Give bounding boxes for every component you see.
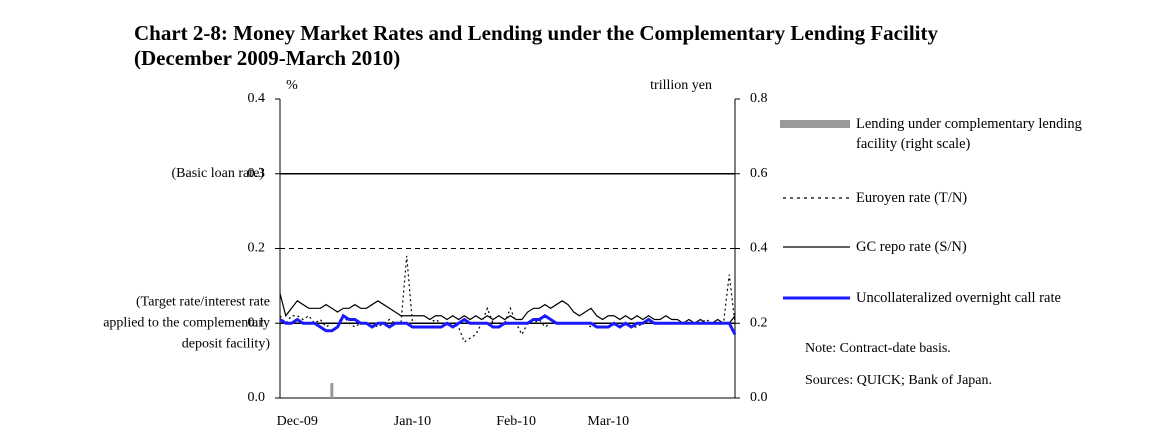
y-tick-label: 0.0 bbox=[248, 390, 266, 405]
y-tick-label: 0.4 bbox=[248, 91, 266, 106]
legend-label: GC repo rate (S/N) bbox=[856, 239, 967, 255]
legend-label: Uncollateralized overnight call rate bbox=[856, 290, 1061, 306]
y2-unit: trillion yen bbox=[650, 78, 712, 93]
legend-label: Lending under complementary lending faci… bbox=[856, 116, 1082, 152]
y2-tick-label: 0.8 bbox=[750, 91, 768, 106]
reference-label: deposit facility) bbox=[182, 336, 271, 351]
y2-tick-label: 0.0 bbox=[750, 390, 768, 405]
y2-tick-label: 0.2 bbox=[750, 315, 768, 330]
x-tick-label: Jan-10 bbox=[394, 414, 431, 429]
x-tick-label: Feb-10 bbox=[496, 414, 536, 429]
y-tick-label: 0.3 bbox=[248, 166, 266, 181]
y-tick-label: 0.1 bbox=[248, 315, 266, 330]
note: Note: Contract-date basis. bbox=[805, 341, 951, 356]
y-tick-label: 0.2 bbox=[248, 241, 266, 256]
bar bbox=[330, 383, 334, 398]
legend-swatch bbox=[780, 120, 850, 128]
reference-label: (Basic loan rate) bbox=[171, 166, 264, 181]
chart-title: Chart 2-8: Money Market Rates and Lendin… bbox=[134, 21, 938, 45]
y2-tick-label: 0.4 bbox=[750, 241, 768, 256]
series-line bbox=[279, 293, 736, 324]
legend-label: Euroyen rate (T/N) bbox=[856, 190, 968, 206]
reference-label: (Target rate/interest rate bbox=[136, 294, 270, 309]
x-tick-label: Mar-10 bbox=[587, 414, 629, 429]
reference-label: applied to the complementary bbox=[103, 315, 270, 330]
note: Sources: QUICK; Bank of Japan. bbox=[805, 373, 992, 388]
series-line bbox=[279, 313, 737, 336]
y2-tick-label: 0.6 bbox=[750, 166, 768, 181]
y-unit: % bbox=[286, 78, 298, 93]
x-tick-label: Dec-09 bbox=[277, 414, 318, 429]
series-line bbox=[279, 255, 736, 343]
chart-subtitle: (December 2009-March 2010) bbox=[134, 46, 400, 70]
